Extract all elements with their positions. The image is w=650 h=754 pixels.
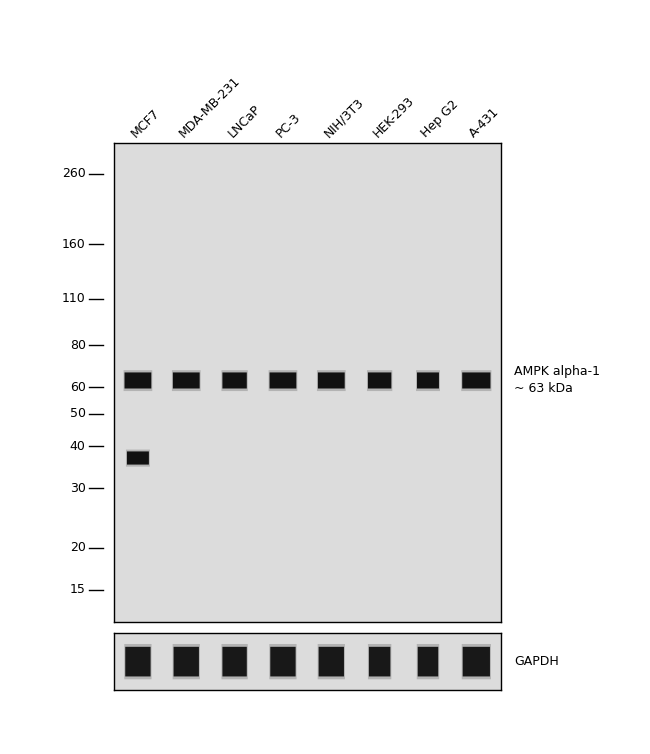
FancyBboxPatch shape [418, 647, 438, 676]
FancyBboxPatch shape [125, 372, 151, 388]
Text: AMPK alpha-1
~ 63 kDa: AMPK alpha-1 ~ 63 kDa [514, 365, 600, 395]
FancyBboxPatch shape [268, 370, 297, 391]
FancyBboxPatch shape [369, 647, 391, 676]
FancyBboxPatch shape [127, 452, 149, 464]
FancyBboxPatch shape [367, 370, 393, 391]
Text: 50: 50 [70, 407, 86, 421]
Text: Hep G2: Hep G2 [419, 98, 461, 140]
FancyBboxPatch shape [269, 644, 296, 679]
FancyBboxPatch shape [318, 372, 344, 388]
Text: LNCaP: LNCaP [226, 103, 263, 140]
FancyBboxPatch shape [222, 644, 248, 679]
FancyBboxPatch shape [174, 647, 199, 676]
FancyBboxPatch shape [368, 372, 391, 388]
Text: NIH/3T3: NIH/3T3 [322, 96, 367, 140]
FancyBboxPatch shape [416, 370, 440, 391]
Text: 30: 30 [70, 482, 86, 495]
FancyBboxPatch shape [368, 644, 391, 679]
FancyBboxPatch shape [463, 647, 490, 676]
Text: 260: 260 [62, 167, 86, 180]
FancyBboxPatch shape [270, 647, 296, 676]
Text: 160: 160 [62, 238, 86, 251]
FancyBboxPatch shape [462, 372, 491, 388]
FancyBboxPatch shape [318, 644, 345, 679]
FancyBboxPatch shape [172, 370, 201, 391]
FancyBboxPatch shape [173, 644, 200, 679]
FancyBboxPatch shape [222, 647, 247, 676]
Text: 60: 60 [70, 381, 86, 394]
FancyBboxPatch shape [126, 449, 150, 467]
FancyBboxPatch shape [462, 370, 491, 391]
Text: A-431: A-431 [467, 106, 502, 140]
Text: PC-3: PC-3 [274, 111, 303, 140]
FancyBboxPatch shape [317, 370, 346, 391]
FancyBboxPatch shape [124, 370, 152, 391]
Text: GAPDH: GAPDH [514, 655, 559, 668]
Text: 20: 20 [70, 541, 86, 554]
FancyBboxPatch shape [270, 372, 296, 388]
FancyBboxPatch shape [222, 372, 247, 388]
FancyBboxPatch shape [124, 644, 151, 679]
FancyBboxPatch shape [318, 647, 344, 676]
FancyBboxPatch shape [222, 370, 248, 391]
FancyBboxPatch shape [417, 372, 439, 388]
Text: 40: 40 [70, 440, 86, 453]
Text: 15: 15 [70, 583, 86, 596]
Text: 80: 80 [70, 339, 86, 352]
Text: 110: 110 [62, 293, 86, 305]
FancyBboxPatch shape [417, 644, 439, 679]
FancyBboxPatch shape [173, 372, 200, 388]
FancyBboxPatch shape [125, 647, 151, 676]
Text: HEK-293: HEK-293 [370, 94, 417, 140]
FancyBboxPatch shape [462, 644, 491, 679]
Text: MDA-MB-231: MDA-MB-231 [177, 75, 243, 140]
Text: MCF7: MCF7 [129, 107, 162, 140]
